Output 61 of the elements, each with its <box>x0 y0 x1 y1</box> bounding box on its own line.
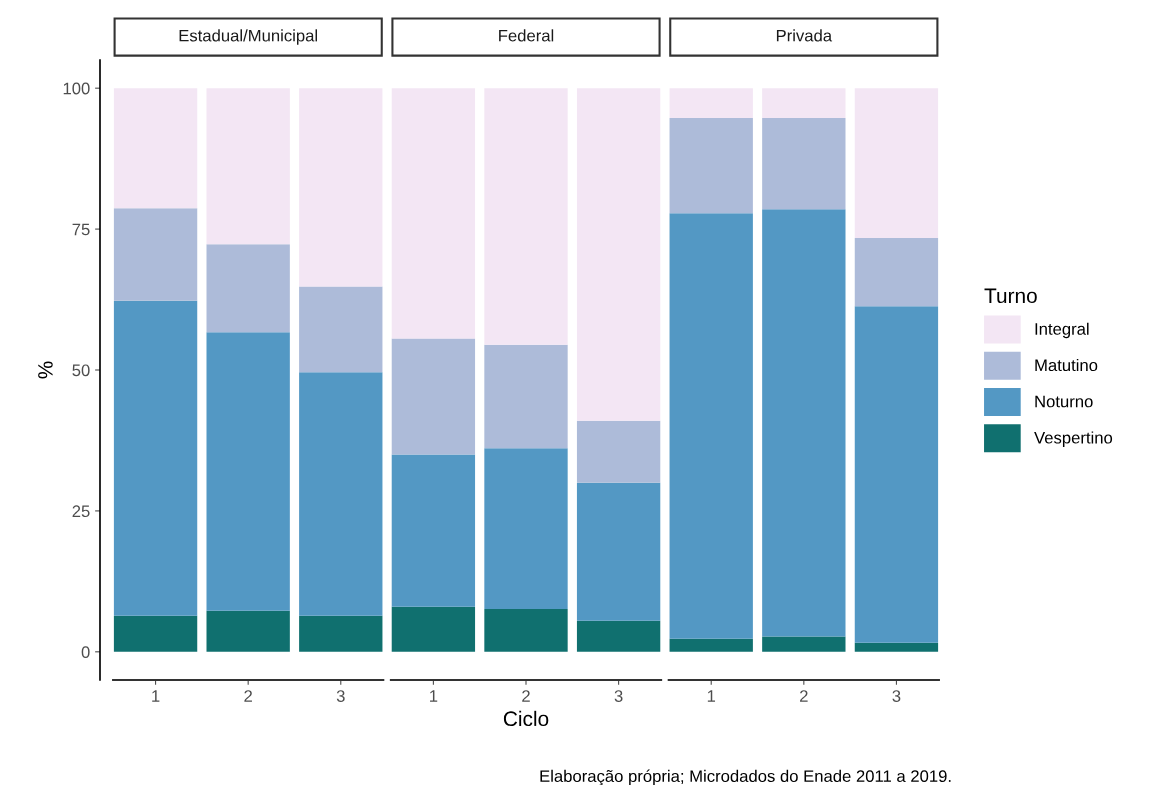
bar <box>576 420 661 483</box>
bar <box>391 338 476 455</box>
bar <box>669 213 753 639</box>
bar <box>299 615 383 652</box>
bar <box>206 88 290 245</box>
bar <box>206 332 290 611</box>
y-tick-label: 0 <box>81 646 90 659</box>
bar <box>854 88 939 239</box>
bar <box>762 88 846 119</box>
x-tick-label: 2 <box>522 690 530 702</box>
bar <box>576 620 661 652</box>
bar <box>484 608 568 652</box>
bar <box>669 88 753 119</box>
bar <box>206 244 290 333</box>
bar <box>484 344 568 449</box>
bar <box>113 300 198 616</box>
y-tick-label: 100 <box>63 82 90 95</box>
bar <box>391 88 476 339</box>
x-tick-label: 3 <box>614 690 623 702</box>
bar <box>299 372 383 616</box>
text: Federal <box>499 29 554 42</box>
legend-label: Vespertino <box>1034 431 1113 447</box>
x-tick-label: 1 <box>152 690 160 702</box>
bar <box>206 610 290 652</box>
legend-label: Noturno <box>1035 395 1093 408</box>
bar <box>669 638 753 652</box>
text: Elaboração própria; Microdados do Enade 2011 a 2019. <box>540 769 951 785</box>
bar <box>113 88 198 209</box>
bar <box>762 209 846 637</box>
bar <box>576 482 661 621</box>
y-tick-label: 25 <box>72 505 90 518</box>
bar <box>854 238 939 307</box>
bar <box>854 306 939 643</box>
bar <box>299 88 383 287</box>
bar <box>576 88 661 421</box>
bar <box>391 606 476 652</box>
legend-label: Integral <box>1035 322 1089 339</box>
y-tick-label: 75 <box>72 223 90 236</box>
legend-label: Matutino <box>1035 358 1098 372</box>
y-axis-title: % <box>38 361 53 379</box>
bar <box>113 615 198 652</box>
bar <box>854 642 939 652</box>
bar <box>762 118 846 210</box>
x-tick-label: 3 <box>892 690 901 702</box>
bar <box>391 454 476 607</box>
legend-title: Turno <box>984 288 1037 304</box>
bar <box>762 636 846 652</box>
x-tick-label: 1 <box>430 690 438 702</box>
y-tick-label: 50 <box>72 364 90 377</box>
x-tick-label: 3 <box>336 690 345 702</box>
bar <box>113 208 198 301</box>
x-tick-label: 2 <box>244 690 252 702</box>
text: Estadual/Municipal <box>179 29 318 45</box>
bar <box>484 88 568 345</box>
bar <box>669 118 753 214</box>
bar <box>484 448 568 609</box>
text: Privada <box>776 29 833 42</box>
bar <box>299 286 383 373</box>
x-tick-label: 1 <box>707 690 716 702</box>
x-tick-label: 2 <box>800 690 808 702</box>
x-axis-title: Ciclo <box>503 710 549 727</box>
